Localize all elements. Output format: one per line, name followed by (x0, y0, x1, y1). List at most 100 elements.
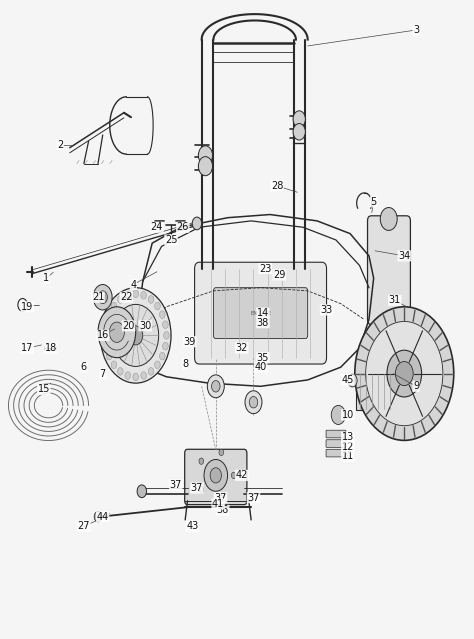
Circle shape (155, 302, 160, 310)
Text: 5: 5 (371, 197, 377, 207)
Text: 37: 37 (247, 493, 260, 503)
Circle shape (109, 322, 124, 343)
Circle shape (163, 321, 168, 328)
Text: 36: 36 (217, 505, 229, 516)
Circle shape (106, 311, 112, 318)
Circle shape (141, 372, 146, 380)
Text: 7: 7 (100, 369, 106, 378)
Circle shape (141, 291, 146, 299)
Circle shape (219, 449, 224, 456)
Text: 40: 40 (255, 362, 267, 372)
Text: 18: 18 (45, 343, 57, 353)
Circle shape (125, 372, 130, 380)
Text: 33: 33 (320, 305, 333, 315)
Circle shape (159, 352, 165, 360)
Circle shape (199, 458, 204, 465)
Text: 30: 30 (139, 321, 151, 331)
Circle shape (111, 361, 117, 369)
Text: 42: 42 (236, 470, 248, 481)
Circle shape (111, 302, 117, 310)
Circle shape (100, 288, 171, 383)
Circle shape (231, 472, 236, 479)
Circle shape (113, 304, 159, 366)
Circle shape (164, 332, 169, 339)
Text: 11: 11 (342, 451, 354, 461)
Circle shape (98, 291, 108, 304)
Circle shape (380, 208, 397, 231)
Circle shape (128, 326, 143, 345)
Text: 35: 35 (257, 353, 269, 363)
Text: 37: 37 (170, 480, 182, 490)
Circle shape (198, 157, 212, 176)
Circle shape (102, 332, 108, 339)
Circle shape (163, 343, 168, 350)
Text: 26: 26 (177, 222, 189, 232)
Circle shape (98, 307, 136, 358)
Text: 32: 32 (236, 343, 248, 353)
Text: 25: 25 (165, 235, 177, 245)
Text: 12: 12 (342, 442, 354, 452)
Text: 27: 27 (78, 521, 90, 531)
Text: 1: 1 (43, 273, 49, 283)
FancyBboxPatch shape (195, 262, 327, 364)
Circle shape (106, 352, 112, 360)
Text: 3: 3 (413, 25, 419, 35)
Circle shape (210, 468, 221, 483)
Circle shape (125, 291, 130, 299)
Text: 28: 28 (271, 181, 283, 191)
Text: ENGINE: ENGINE (250, 311, 271, 316)
Text: 34: 34 (398, 251, 410, 261)
Text: 20: 20 (122, 321, 135, 331)
Text: 13: 13 (342, 432, 354, 442)
Text: 21: 21 (92, 292, 104, 302)
FancyBboxPatch shape (367, 216, 410, 325)
Text: 37: 37 (191, 483, 203, 493)
Circle shape (348, 374, 357, 387)
Circle shape (331, 405, 346, 424)
Circle shape (103, 321, 109, 328)
Text: 24: 24 (151, 222, 163, 232)
Text: 17: 17 (21, 343, 34, 353)
Circle shape (118, 367, 123, 375)
Circle shape (211, 381, 220, 392)
Text: 43: 43 (186, 521, 198, 531)
Circle shape (94, 512, 102, 522)
Text: 6: 6 (81, 362, 87, 372)
Text: 23: 23 (259, 264, 272, 273)
Text: 31: 31 (389, 295, 401, 305)
Text: 15: 15 (37, 385, 50, 394)
Text: 4: 4 (130, 279, 137, 289)
Circle shape (365, 321, 443, 426)
Text: 8: 8 (182, 359, 188, 369)
Circle shape (118, 296, 123, 304)
Text: 9: 9 (413, 381, 419, 391)
Text: 37: 37 (214, 493, 227, 503)
Circle shape (148, 367, 154, 375)
Text: 39: 39 (184, 337, 196, 347)
FancyBboxPatch shape (185, 449, 247, 505)
FancyBboxPatch shape (356, 373, 393, 410)
Circle shape (155, 361, 160, 369)
Text: 19: 19 (21, 302, 34, 312)
Circle shape (249, 396, 258, 408)
Circle shape (387, 350, 421, 397)
Circle shape (159, 311, 165, 318)
FancyBboxPatch shape (326, 430, 346, 438)
Circle shape (137, 485, 146, 498)
Circle shape (204, 459, 228, 491)
Circle shape (198, 146, 212, 165)
Text: 29: 29 (273, 270, 286, 280)
FancyBboxPatch shape (326, 440, 346, 447)
Circle shape (219, 495, 224, 502)
Text: 38: 38 (257, 318, 269, 328)
Text: 14: 14 (257, 308, 269, 318)
Circle shape (133, 373, 138, 381)
Text: 10: 10 (342, 410, 354, 420)
Circle shape (207, 375, 224, 397)
Text: 45: 45 (342, 375, 354, 385)
Circle shape (192, 217, 201, 230)
Circle shape (395, 362, 413, 385)
Text: 2: 2 (57, 139, 64, 150)
FancyBboxPatch shape (213, 288, 308, 339)
Circle shape (245, 391, 262, 413)
